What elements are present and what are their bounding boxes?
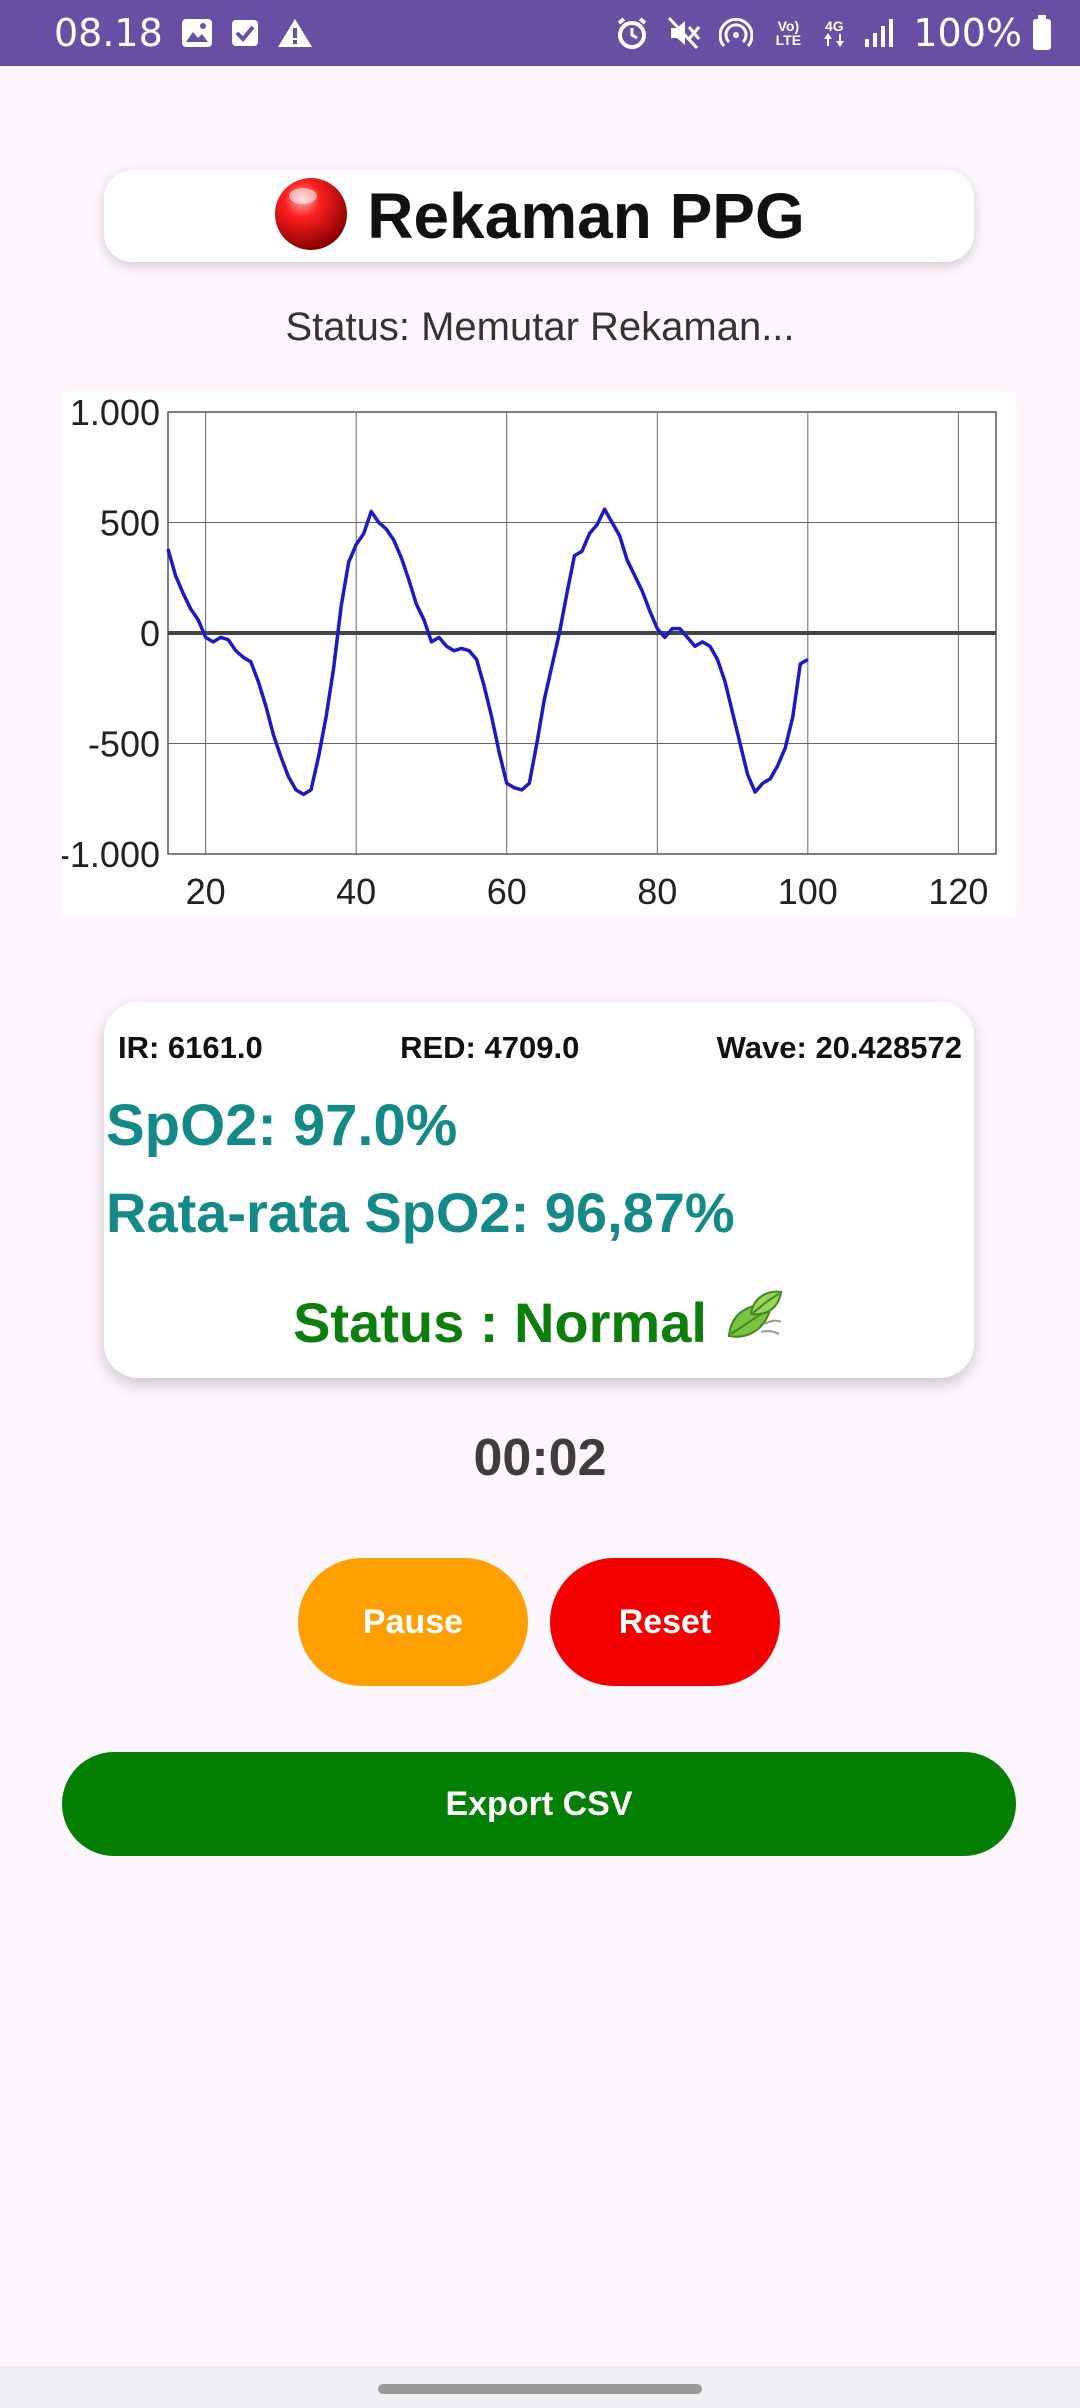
reset-button[interactable]: Reset <box>550 1558 780 1686</box>
health-status-text: Status : Normal <box>293 1291 707 1354</box>
4g-icon: 4G <box>823 19 845 47</box>
y-tick-label: -500 <box>88 724 160 765</box>
pause-button[interactable]: Pause <box>298 1558 528 1686</box>
export-csv-button[interactable]: Export CSV <box>62 1752 1016 1856</box>
page-title: Rekaman PPG <box>367 180 805 252</box>
volte-label: Vo) LTE <box>775 18 802 48</box>
x-tick-label: 100 <box>778 871 838 912</box>
signal-icon <box>863 17 895 49</box>
ir-value: IR: 6161.0 <box>118 1030 263 1065</box>
y-tick-label: 1.000 <box>70 392 160 433</box>
x-tick-label: 80 <box>637 871 677 912</box>
spo2-value: SpO2: 97.0% <box>106 1093 458 1158</box>
health-status: Status : Normal <box>104 1284 974 1361</box>
home-indicator[interactable] <box>378 2384 702 2394</box>
warning-icon <box>277 17 313 49</box>
status-bar-right: Vo) LTE 4G 100% <box>615 11 1052 55</box>
hotspot-icon <box>719 16 754 50</box>
mute-icon <box>667 16 701 50</box>
alarm-icon <box>615 16 649 50</box>
raw-values-row: IR: 6161.0 RED: 4709.0 Wave: 20.428572 <box>118 1030 962 1066</box>
readings-card: IR: 6161.0 RED: 4709.0 Wave: 20.428572 S… <box>104 1002 974 1378</box>
x-tick-label: 40 <box>336 871 376 912</box>
status-bar-left: 08.18 <box>54 11 313 55</box>
y-tick-label: -1.000 <box>62 834 160 875</box>
recording-status: Status: Memutar Rekaman... <box>285 305 795 349</box>
elapsed-timer: 00:02 <box>473 1429 607 1487</box>
leaf-icon <box>721 1284 785 1361</box>
ppg-signal-line <box>166 507 809 797</box>
title-card: Rekaman PPG <box>104 170 974 262</box>
x-tick-label: 20 <box>186 871 226 912</box>
wave-value: Wave: 20.428572 <box>716 1030 962 1065</box>
ppg-chart-canvas: 20 40 60 80 100 120 1.000 500 0 -500 -1.000 <box>62 392 997 912</box>
4g-label: 4G <box>825 18 844 34</box>
clock: 08.18 <box>54 11 163 55</box>
image-icon <box>181 18 213 48</box>
x-tick-label: 60 <box>487 871 527 912</box>
volte-icon: Vo) LTE <box>771 19 805 47</box>
y-tick-label: 500 <box>100 503 160 544</box>
status-bar: 08.18 Vo) LTE 4G 100% <box>0 0 1080 66</box>
battery-level: 100% <box>913 11 1022 55</box>
average-spo2-value: Rata-rata SpO2: 96,87% <box>106 1181 735 1244</box>
battery-icon <box>1032 15 1052 51</box>
y-tick-label: 0 <box>140 613 160 654</box>
x-tick-label: 120 <box>928 871 988 912</box>
red-value: RED: 4709.0 <box>400 1030 580 1065</box>
record-indicator-icon <box>273 176 349 257</box>
check-box-icon <box>231 18 259 48</box>
ppg-chart: 20 40 60 80 100 120 1.000 500 0 -500 -1.000 <box>62 392 1016 918</box>
